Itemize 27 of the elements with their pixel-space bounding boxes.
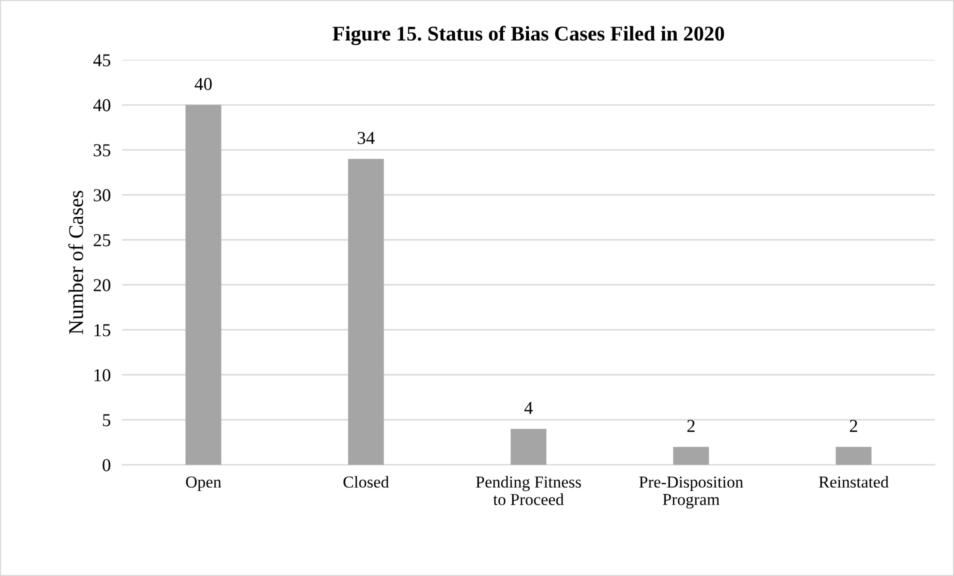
y-tick-label: 10 bbox=[94, 369, 110, 382]
x-tick-label: Pending Fitness to Proceed bbox=[476, 476, 581, 506]
bar bbox=[348, 158, 384, 465]
x-tick-label: Closed bbox=[343, 476, 389, 488]
y-tick-label: 30 bbox=[94, 189, 110, 202]
data-label: 40 bbox=[194, 78, 212, 90]
x-tick-label: Reinstated bbox=[818, 476, 889, 488]
x-tick-label: Pre-Disposition Program bbox=[639, 476, 744, 509]
bar bbox=[510, 428, 546, 465]
y-tick-label: 20 bbox=[94, 279, 110, 292]
data-label: 2 bbox=[687, 420, 695, 432]
data-label: 2 bbox=[850, 420, 858, 432]
y-tick-label: 5 bbox=[103, 414, 110, 426]
y-tick-label: 40 bbox=[93, 99, 110, 112]
y-tick-label: 45 bbox=[93, 54, 110, 66]
x-tick-label: Open bbox=[186, 476, 222, 492]
bar bbox=[186, 104, 222, 465]
y-tick-label: 0 bbox=[102, 459, 110, 472]
data-label: 34 bbox=[358, 132, 375, 144]
bar bbox=[836, 446, 872, 465]
y-tick-label: 35 bbox=[94, 144, 110, 156]
y-tick-label: 15 bbox=[94, 324, 110, 336]
chart-title: Figure 15. Status of Bias Cases Filed in 2020 bbox=[332, 26, 724, 46]
y-tick-label: 25 bbox=[94, 234, 110, 246]
bar bbox=[673, 446, 709, 465]
data-label: 4 bbox=[524, 402, 533, 414]
y-axis-title: Number of Cases bbox=[68, 190, 84, 334]
